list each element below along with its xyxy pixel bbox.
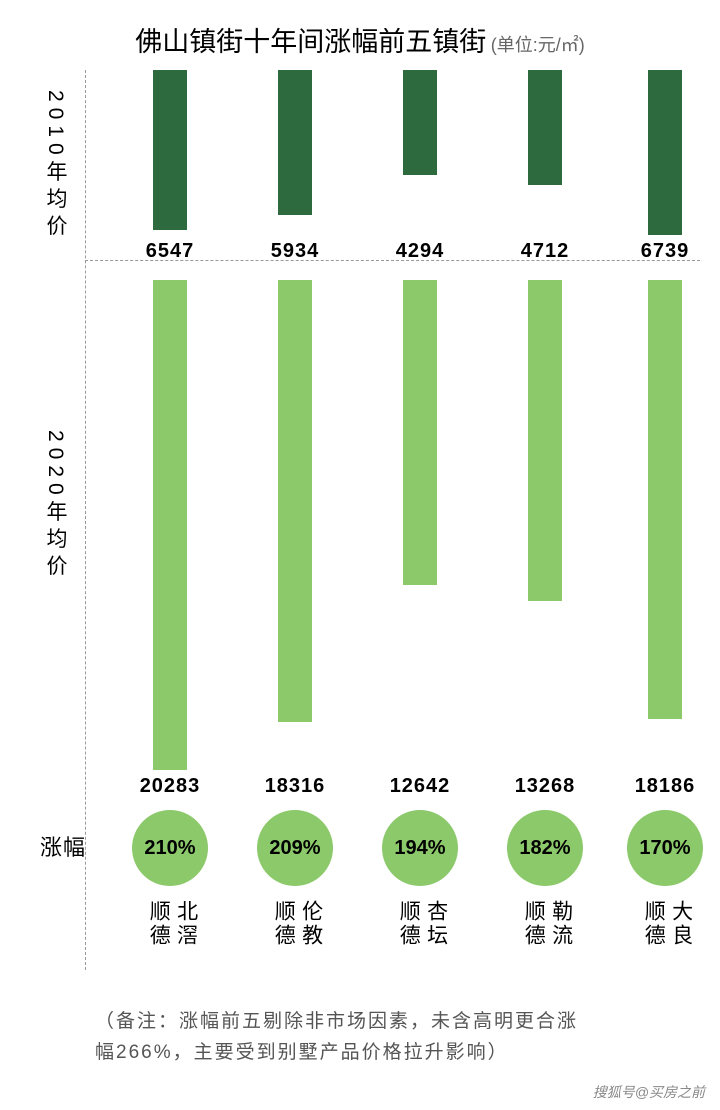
bar-2010-value: 4294 bbox=[365, 240, 475, 263]
bar-2010 bbox=[153, 70, 187, 230]
bar-2020-value: 12642 bbox=[365, 775, 475, 798]
bar-2010 bbox=[528, 70, 562, 185]
bar-2020-value: 13268 bbox=[490, 775, 600, 798]
column-label: 勒流顺德 bbox=[520, 900, 575, 970]
chart-unit: (单位:元/㎡) bbox=[491, 35, 585, 55]
bar-2020 bbox=[278, 280, 312, 722]
footnote: （备注：涨幅前五剔除非市场因素，未含高明更合涨 幅266%，主要受到别墅产品价格… bbox=[95, 1007, 690, 1068]
chart-column: 4294 12642 194% 杏坛顺德 bbox=[365, 70, 475, 970]
row-label-increase: 涨幅 bbox=[40, 830, 86, 862]
bar-2010-value: 6547 bbox=[115, 240, 225, 263]
chart-column: 6547 20283 210% 北滘顺德 bbox=[115, 70, 225, 970]
row-label-2020: 2020年均价 bbox=[40, 430, 70, 582]
chart-column: 5934 18316 209% 伦教顺德 bbox=[240, 70, 350, 970]
column-label: 伦教顺德 bbox=[270, 900, 325, 970]
row-label-2010: 2010年均价 bbox=[40, 90, 70, 242]
increase-badge: 170% bbox=[627, 810, 703, 886]
chart-column: 6739 18186 170% 大良顺德 bbox=[610, 70, 720, 970]
column-label: 大良顺德 bbox=[640, 900, 695, 970]
bar-2010-value: 4712 bbox=[490, 240, 600, 263]
increase-badge: 209% bbox=[257, 810, 333, 886]
bar-2020-value: 18316 bbox=[240, 775, 350, 798]
bar-2020 bbox=[528, 280, 562, 601]
bar-2020-value: 20283 bbox=[115, 775, 225, 798]
bar-2010 bbox=[278, 70, 312, 215]
chart-title-row: 佛山镇街十年间涨幅前五镇街 (单位:元/㎡) bbox=[0, 0, 720, 74]
increase-badge: 194% bbox=[382, 810, 458, 886]
bar-2020 bbox=[403, 280, 437, 585]
bar-2010 bbox=[648, 70, 682, 235]
bar-2010-value: 5934 bbox=[240, 240, 350, 263]
bar-2010 bbox=[403, 70, 437, 175]
chart-column: 4712 13268 182% 勒流顺德 bbox=[490, 70, 600, 970]
bar-2020-value: 18186 bbox=[610, 775, 720, 798]
footnote-line2: 幅266%，主要受到别墅产品价格拉升影响） bbox=[95, 1042, 509, 1063]
footnote-line1: （备注：涨幅前五剔除非市场因素，未含高明更合涨 bbox=[95, 1011, 578, 1032]
watermark: 搜狐号@买房之前 bbox=[593, 1082, 705, 1102]
bar-2020 bbox=[648, 280, 682, 719]
increase-badge: 182% bbox=[507, 810, 583, 886]
chart-area: 6547 20283 210% 北滘顺德 5934 18316 209% 伦教顺德 4294 12… bbox=[85, 70, 700, 970]
bar-2010-value: 6739 bbox=[610, 240, 720, 263]
chart-title: 佛山镇街十年间涨幅前五镇街 bbox=[135, 27, 486, 57]
column-label: 杏坛顺德 bbox=[395, 900, 450, 970]
increase-badge: 210% bbox=[132, 810, 208, 886]
bar-2020 bbox=[153, 280, 187, 770]
column-label: 北滘顺德 bbox=[145, 900, 200, 970]
